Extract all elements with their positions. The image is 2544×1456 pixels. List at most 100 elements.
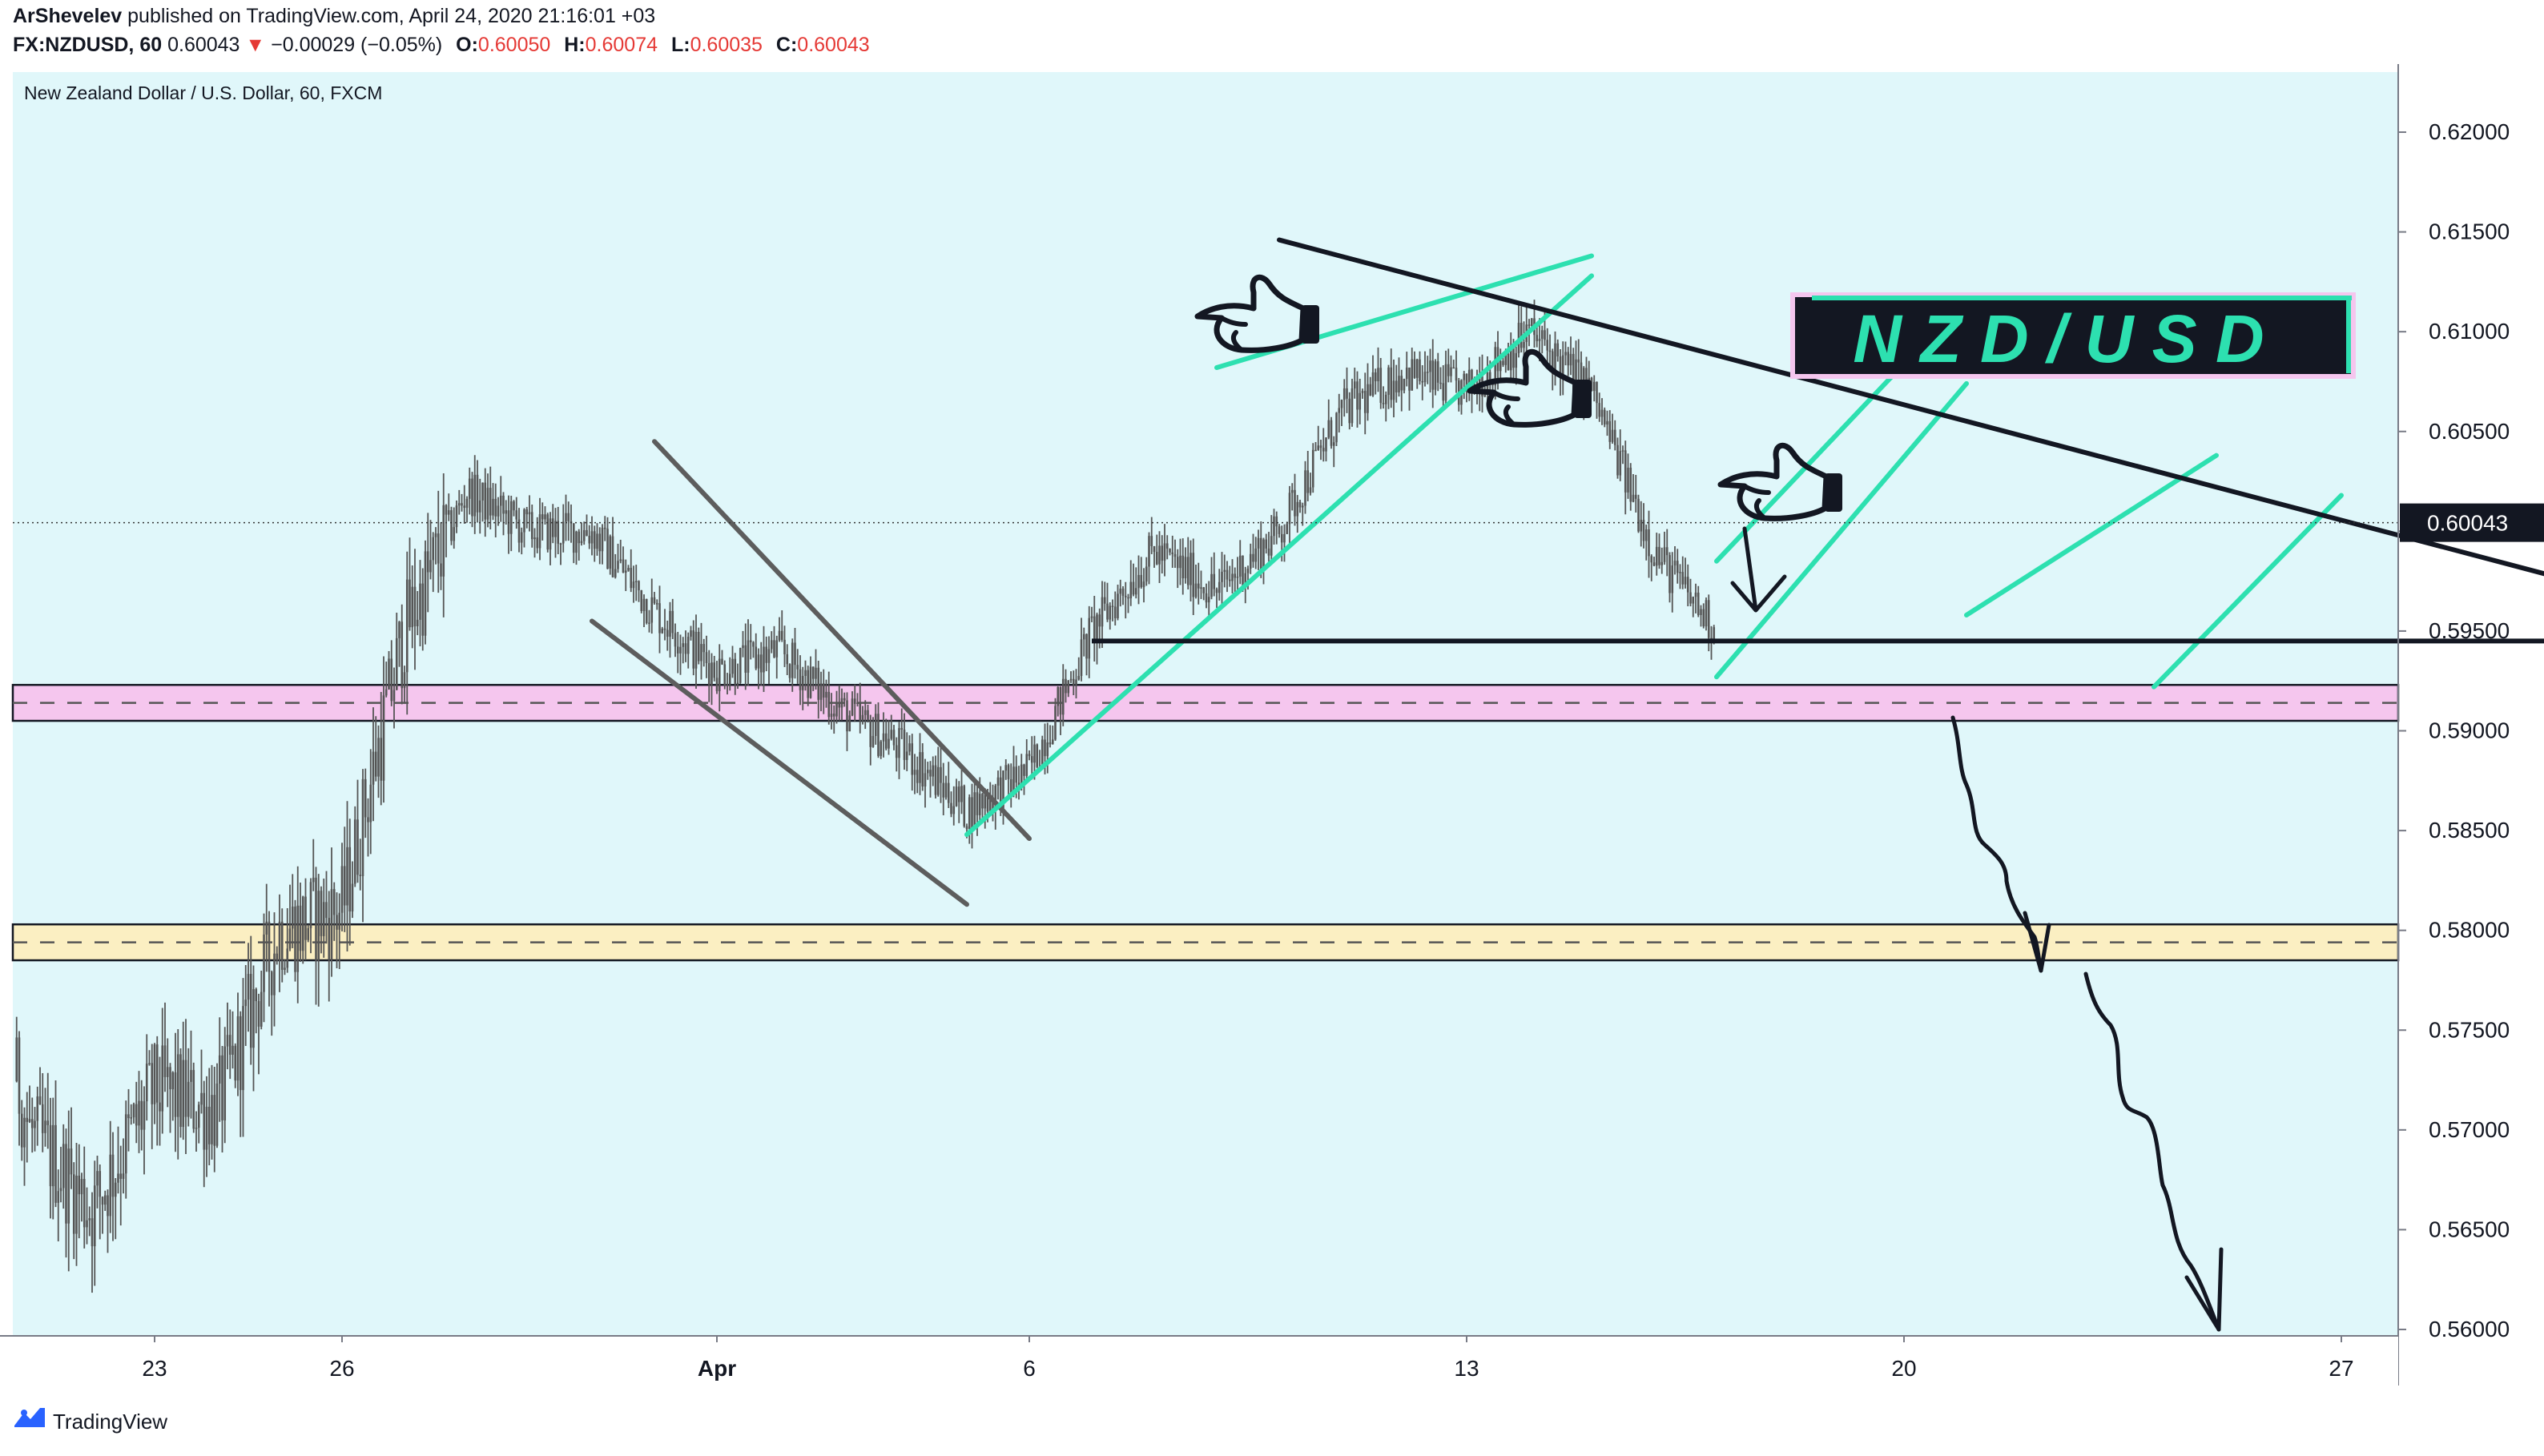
candle-body bbox=[1044, 739, 1046, 757]
candle-body bbox=[666, 629, 669, 638]
candle-body bbox=[1465, 373, 1468, 387]
candle-body bbox=[1259, 537, 1262, 571]
candle-body bbox=[572, 523, 575, 553]
candle-body bbox=[1322, 448, 1325, 452]
candle-body bbox=[1173, 553, 1177, 557]
candle-body bbox=[796, 665, 799, 670]
candle-body bbox=[590, 531, 594, 544]
candle-body bbox=[692, 630, 695, 669]
candle-body bbox=[151, 1063, 154, 1104]
candle-body bbox=[179, 1054, 182, 1128]
candle-body bbox=[778, 630, 781, 641]
candle-body bbox=[1536, 335, 1539, 342]
candle-body bbox=[1359, 392, 1362, 410]
candle-body bbox=[773, 640, 775, 658]
candle-body bbox=[700, 644, 702, 662]
candle-body bbox=[801, 675, 804, 690]
candle-body bbox=[1049, 742, 1052, 745]
candle-body bbox=[122, 1173, 125, 1179]
candle-body bbox=[457, 503, 461, 506]
candle-body bbox=[99, 1171, 102, 1197]
candle-body bbox=[309, 882, 312, 928]
candle-body bbox=[1294, 489, 1296, 517]
candle-body bbox=[1346, 388, 1348, 399]
candle-body bbox=[1488, 372, 1491, 384]
candle-body bbox=[153, 1044, 156, 1104]
pointing-hand-icon bbox=[1194, 274, 1319, 353]
candle-body bbox=[799, 669, 802, 690]
channel-line-1 bbox=[964, 273, 1594, 838]
candle-body bbox=[395, 638, 398, 690]
candle-body bbox=[759, 654, 763, 673]
candle-body bbox=[1655, 546, 1658, 566]
candle-body bbox=[1335, 412, 1338, 443]
candle-body bbox=[1353, 381, 1356, 389]
candle-body bbox=[421, 583, 425, 636]
candle-body bbox=[75, 1176, 78, 1234]
candle-body bbox=[1403, 379, 1406, 391]
candle-body bbox=[1540, 330, 1544, 339]
candle-body bbox=[848, 715, 851, 732]
candle-body bbox=[682, 643, 685, 647]
candle-body bbox=[62, 1144, 65, 1189]
candle-body bbox=[130, 1117, 133, 1119]
candle-body bbox=[580, 541, 583, 544]
candle-body bbox=[843, 698, 846, 701]
candle-body bbox=[1082, 633, 1085, 640]
candle-body bbox=[447, 510, 450, 515]
candle-body bbox=[1644, 529, 1648, 541]
candle-body bbox=[465, 498, 469, 509]
candle-body bbox=[1663, 547, 1666, 562]
candle-body bbox=[1119, 588, 1122, 594]
tradingview-logo-icon[interactable] bbox=[13, 1403, 46, 1432]
candle-body bbox=[28, 1119, 31, 1122]
candle-body bbox=[155, 1044, 159, 1103]
candle-body bbox=[908, 743, 911, 752]
candle-body bbox=[924, 773, 927, 787]
price-chart[interactable]: N Z D / U S D New Zealand Dollar / U.S. D… bbox=[0, 64, 2544, 1386]
candle-body bbox=[86, 1220, 88, 1228]
candle-body bbox=[1616, 444, 1619, 476]
close-label: C: bbox=[775, 34, 798, 56]
wedge-lower-line bbox=[590, 618, 969, 907]
candle-body bbox=[15, 1037, 18, 1082]
chart-area[interactable]: N Z D / U S D New Zealand Dollar / U.S. D… bbox=[0, 64, 2544, 1386]
candle-body bbox=[1090, 616, 1093, 618]
candle-body bbox=[1202, 587, 1206, 593]
candle-body bbox=[783, 639, 786, 654]
open-value: 0.60050 bbox=[477, 34, 551, 56]
candle-body bbox=[257, 1001, 260, 1027]
candle-body bbox=[861, 714, 864, 721]
author-name[interactable]: ArShevelev bbox=[13, 5, 123, 27]
candle-body bbox=[869, 720, 872, 747]
candle-body bbox=[1684, 577, 1687, 585]
candle-body bbox=[984, 794, 987, 809]
candle-body bbox=[163, 1045, 167, 1077]
candle-body bbox=[44, 1120, 46, 1133]
candle-body bbox=[1325, 437, 1327, 452]
candle-body bbox=[1673, 561, 1677, 566]
candle-body bbox=[1033, 744, 1036, 763]
candle-body bbox=[609, 536, 612, 569]
candle-body bbox=[93, 1185, 96, 1247]
candle-body bbox=[80, 1179, 83, 1195]
candle-body bbox=[1528, 324, 1531, 326]
candle-body bbox=[551, 518, 554, 537]
time-tick-label: 20 bbox=[1891, 1356, 1916, 1381]
candle-body bbox=[1384, 394, 1387, 404]
candle-body bbox=[679, 646, 682, 654]
candle-body bbox=[284, 967, 286, 970]
candle-body bbox=[41, 1104, 44, 1133]
candle-body bbox=[650, 597, 654, 623]
candle-body bbox=[338, 912, 341, 930]
candle-body bbox=[307, 927, 310, 940]
price-tick-label: 0.59000 bbox=[2429, 718, 2510, 743]
candle-body bbox=[413, 586, 417, 626]
candle-body bbox=[1575, 359, 1577, 392]
candle-body bbox=[1561, 355, 1564, 378]
tradingview-brand[interactable]: TradingView bbox=[53, 1410, 168, 1434]
candle-body bbox=[1267, 548, 1270, 556]
candle-body bbox=[565, 513, 567, 522]
candle-body bbox=[54, 1124, 57, 1203]
candle-body bbox=[874, 714, 877, 736]
